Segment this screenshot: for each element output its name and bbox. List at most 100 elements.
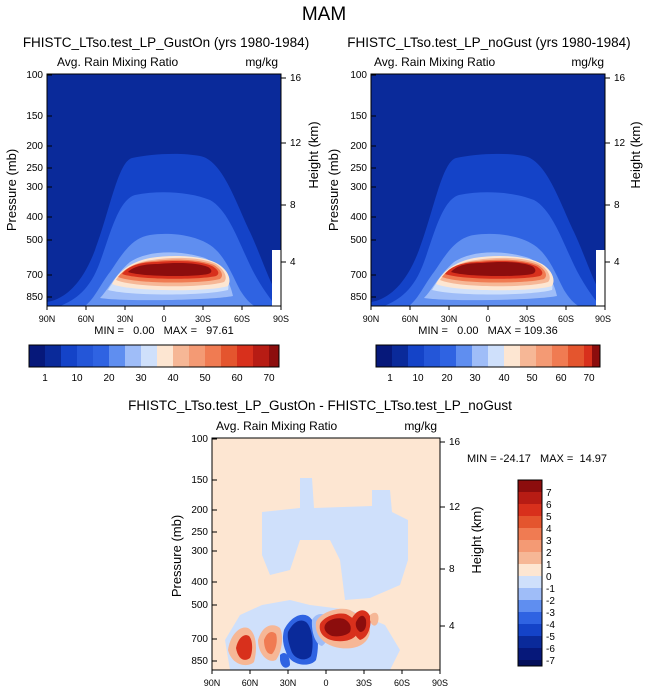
panel1-xtick-90s: 90S bbox=[273, 314, 289, 324]
panel3-y-ticks: 100 150 200 250 300 400 500 700 850 bbox=[191, 434, 217, 667]
panel1-ytick-700: 700 bbox=[26, 270, 43, 281]
panel2-ytick-850: 850 bbox=[350, 292, 367, 303]
panel3-cbar-label-6: 6 bbox=[546, 500, 552, 511]
panel2-y2tick-4: 4 bbox=[614, 257, 620, 268]
panel3-cbar-label-m3: -3 bbox=[546, 608, 555, 619]
panel3-colorbar: 7 6 5 4 3 2 1 0 -1 -2 -3 -4 -5 -6 -7 bbox=[517, 479, 555, 667]
panel3-ytick-300: 300 bbox=[191, 546, 208, 557]
panel1-ytick-250: 250 bbox=[26, 163, 43, 174]
panel2-y2tick-8: 8 bbox=[614, 200, 620, 211]
panel3-stats: MIN = -24.17 MAX = 14.97 bbox=[467, 453, 607, 465]
panel3-y2tick-8: 8 bbox=[449, 564, 455, 575]
panel2-ytick-100: 100 bbox=[350, 70, 367, 81]
panel3-cbar-label-m1: -1 bbox=[546, 584, 555, 595]
panel2-cbar-label-60: 60 bbox=[555, 373, 567, 384]
panel1-cbar-label-1: 1 bbox=[42, 373, 48, 384]
panel1-heatmap bbox=[47, 74, 281, 306]
panel3-cbar-label-m7: -7 bbox=[546, 656, 555, 667]
panel2-y2-ticks: 16 12 8 4 bbox=[605, 73, 626, 268]
panel1-cbar-label-50: 50 bbox=[199, 373, 211, 384]
panel-gust-on: FHISTC_LTso.test_LP_GustOn (yrs 1980-198… bbox=[4, 35, 321, 384]
panel2-variable-label: Avg. Rain Mixing Ratio bbox=[374, 55, 495, 69]
panel1-title: FHISTC_LTso.test_LP_GustOn (yrs 1980-198… bbox=[23, 35, 309, 50]
panel3-xtick-60s: 60S bbox=[394, 678, 410, 688]
panel3-title: FHISTC_LTso.test_LP_GustOn - FHISTC_LTso… bbox=[128, 398, 512, 413]
panel1-y-ticks: 100 150 200 250 300 400 500 700 850 bbox=[26, 70, 52, 303]
panel3-ytick-500: 500 bbox=[191, 600, 208, 611]
panel3-cbar-label-4: 4 bbox=[546, 524, 552, 535]
panel3-y2label: Height (km) bbox=[469, 506, 484, 573]
panel2-xtick-60n: 60N bbox=[402, 314, 419, 324]
panel2-xtick-0: 0 bbox=[485, 314, 490, 324]
panel3-units-label: mg/kg bbox=[404, 419, 437, 433]
panel2-ytick-700: 700 bbox=[350, 270, 367, 281]
panel2-xtick-90s: 90S bbox=[595, 314, 611, 324]
panel2-y-ticks: 100 150 200 250 300 400 500 700 850 bbox=[350, 70, 376, 303]
panel2-x-ticks: 90N 60N 30N 0 30S 60S 90S bbox=[363, 306, 611, 324]
panel3-xtick-60n: 60N bbox=[242, 678, 259, 688]
panel3-x-ticks: 90N 60N 30N 0 30S 60S 90S bbox=[204, 670, 448, 688]
panel2-xtick-30n: 30N bbox=[441, 314, 458, 324]
panel1-ylabel: Pressure (mb) bbox=[4, 149, 19, 231]
panel1-cbar-label-10: 10 bbox=[71, 373, 83, 384]
panel3-ytick-700: 700 bbox=[191, 634, 208, 645]
panel-difference: FHISTC_LTso.test_LP_GustOn - FHISTC_LTso… bbox=[128, 398, 607, 688]
panel1-xtick-30n: 30N bbox=[117, 314, 134, 324]
panel2-ytick-200: 200 bbox=[350, 141, 367, 152]
panel2-title: FHISTC_LTso.test_LP_noGust (yrs 1980-198… bbox=[347, 35, 630, 50]
panel1-cbar-label-60: 60 bbox=[231, 373, 243, 384]
panel1-xtick-90n: 90N bbox=[39, 314, 56, 324]
panel3-xtick-0: 0 bbox=[323, 678, 328, 688]
panel2-ytick-500: 500 bbox=[350, 235, 367, 246]
panel3-ytick-250: 250 bbox=[191, 527, 208, 538]
panel3-y2tick-4: 4 bbox=[449, 621, 455, 632]
panel1-cbar-label-70: 70 bbox=[263, 373, 275, 384]
panel3-variable-label: Avg. Rain Mixing Ratio bbox=[216, 419, 337, 433]
panel1-y2-ticks: 16 12 8 4 bbox=[281, 73, 302, 268]
panel3-cbar-label-m5: -5 bbox=[546, 632, 555, 643]
panel2-y2label: Height (km) bbox=[628, 121, 643, 188]
panel3-cbar-label-5: 5 bbox=[546, 512, 552, 523]
panel1-x-ticks: 90N 60N 30N 0 30S 60S 90S bbox=[39, 306, 289, 324]
panel3-y2tick-16: 16 bbox=[449, 437, 461, 448]
panel3-heatmap bbox=[212, 438, 440, 670]
panel1-xtick-60s: 60S bbox=[234, 314, 250, 324]
panel3-cbar-label-3: 3 bbox=[546, 536, 552, 547]
panel3-cbar-label-1: 1 bbox=[546, 560, 552, 571]
panel1-xtick-0: 0 bbox=[161, 314, 166, 324]
panel1-ytick-150: 150 bbox=[26, 111, 43, 122]
panel3-cbar-label-0: 0 bbox=[546, 572, 552, 583]
panel2-cbar-label-40: 40 bbox=[498, 373, 510, 384]
panel2-cbar-label-30: 30 bbox=[469, 373, 481, 384]
panel1-xtick-30s: 30S bbox=[195, 314, 211, 324]
panel1-variable-label: Avg. Rain Mixing Ratio bbox=[57, 55, 178, 69]
page-title: MAM bbox=[302, 4, 346, 25]
panel2-xtick-30s: 30S bbox=[519, 314, 535, 324]
panel3-cbar-label-m4: -4 bbox=[546, 620, 555, 631]
panel2-xtick-90n: 90N bbox=[363, 314, 380, 324]
panel2-ytick-400: 400 bbox=[350, 212, 367, 223]
panel1-stats: MIN = 0.00 MAX = 97.61 bbox=[94, 325, 233, 337]
panel1-cbar-label-20: 20 bbox=[103, 373, 115, 384]
panel2-ytick-300: 300 bbox=[350, 182, 367, 193]
panel3-cbar-label-2: 2 bbox=[546, 548, 552, 559]
panel3-cbar-label-m6: -6 bbox=[546, 644, 555, 655]
panel1-ytick-100: 100 bbox=[26, 70, 43, 81]
panel3-ytick-150: 150 bbox=[191, 475, 208, 486]
panel2-cbar-label-70: 70 bbox=[583, 373, 595, 384]
panel2-cbar-label-50: 50 bbox=[526, 373, 538, 384]
panel3-xtick-30s: 30S bbox=[356, 678, 372, 688]
panel1-cbar-label-30: 30 bbox=[135, 373, 147, 384]
panel1-y2tick-8: 8 bbox=[290, 200, 296, 211]
panel2-units-label: mg/kg bbox=[571, 55, 604, 69]
panel1-ytick-500: 500 bbox=[26, 235, 43, 246]
panel2-colorbar: 1 10 20 30 40 50 60 70 bbox=[375, 344, 601, 384]
panel2-y2tick-16: 16 bbox=[614, 73, 626, 84]
panel1-ytick-200: 200 bbox=[26, 141, 43, 152]
panel2-y2tick-12: 12 bbox=[614, 138, 626, 149]
panel2-stats: MIN = 0.00 MAX = 109.36 bbox=[418, 325, 557, 337]
panel2-ylabel: Pressure (mb) bbox=[326, 149, 341, 231]
panel1-ytick-300: 300 bbox=[26, 182, 43, 193]
panel1-y2tick-4: 4 bbox=[290, 257, 296, 268]
